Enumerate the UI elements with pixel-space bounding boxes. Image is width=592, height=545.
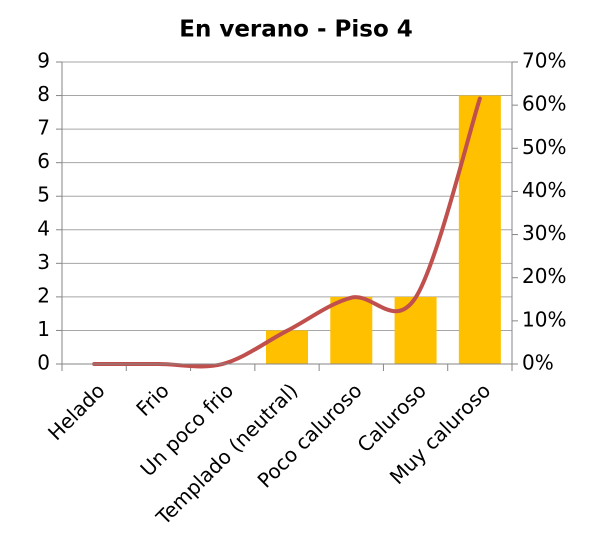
x-tick-label: Frio (131, 378, 173, 420)
bar (394, 296, 437, 364)
y-tick-label: 2 (37, 283, 50, 307)
bar (458, 95, 501, 365)
y-tick-label: 4 (37, 216, 50, 240)
y-tick-label: 8 (37, 82, 50, 106)
y2-tick-label: 30% (522, 221, 566, 245)
bar (266, 330, 308, 364)
bar (330, 296, 373, 364)
y2-tick-label: 70% (522, 49, 566, 73)
y2-tick-label: 40% (522, 178, 566, 202)
y2-tick-label: 10% (522, 307, 566, 331)
x-tick-label: Helado (43, 378, 110, 445)
y-tick-label: 9 (37, 49, 50, 73)
y2-tick-label: 50% (522, 135, 566, 159)
y2-tick-label: 60% (522, 92, 566, 116)
y-tick-label: 5 (37, 183, 50, 207)
y2-tick-label: 20% (522, 264, 566, 288)
chart-title: En verano - Piso 4 (179, 17, 413, 43)
y-tick-label: 1 (37, 317, 50, 341)
y-tick-label: 7 (37, 116, 50, 140)
y2-tick-label: 0% (522, 351, 554, 375)
y-tick-label: 6 (37, 149, 50, 173)
y-tick-label: 0 (37, 351, 50, 375)
y-tick-label: 3 (37, 250, 50, 274)
